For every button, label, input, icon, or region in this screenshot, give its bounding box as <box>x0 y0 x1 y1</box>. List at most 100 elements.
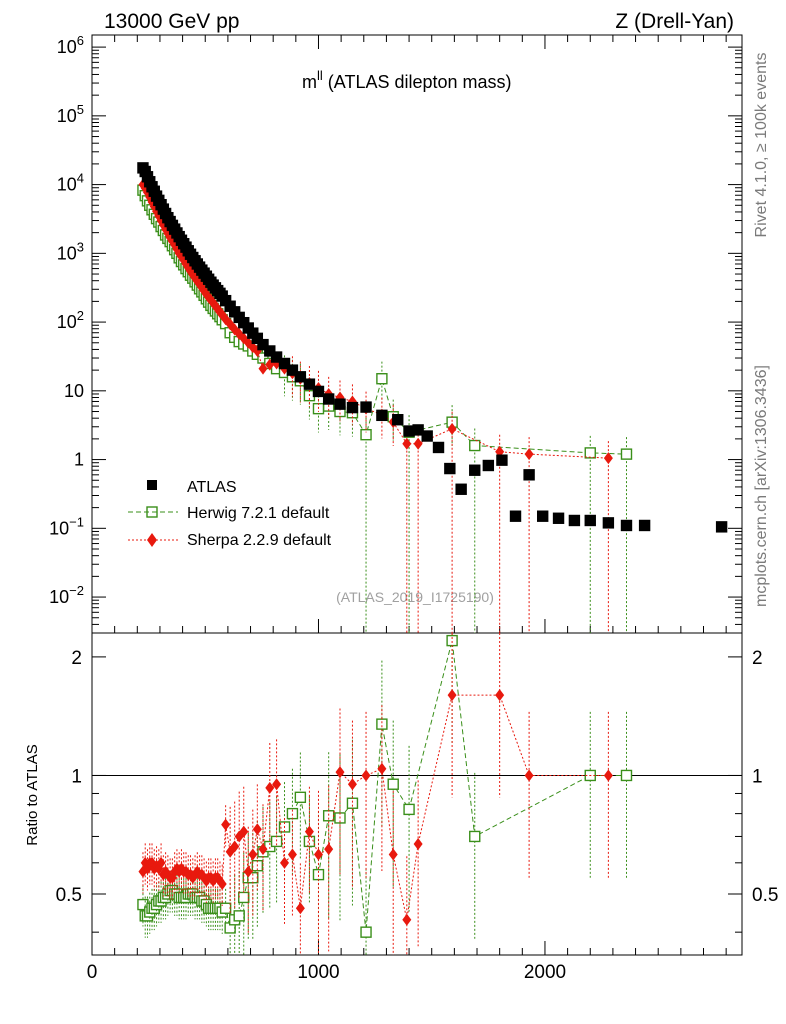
atlas-point <box>257 338 269 351</box>
ratio-tick-label-right: 0.5 <box>752 885 778 906</box>
atlas-point <box>294 371 307 383</box>
sherpa-ratio-point <box>495 689 505 702</box>
sherpa-ratio-point <box>313 848 323 861</box>
herwig-ratio-point <box>376 718 388 730</box>
sherpa-ratio-point <box>447 689 457 702</box>
atlas-point <box>360 401 372 413</box>
rivet-label: Rivet 4.1.0, ≥ 100k events <box>753 53 770 238</box>
ratio-data-layer <box>137 633 633 955</box>
sherpa-ratio-point <box>272 778 282 791</box>
x-tick-label: 1000 <box>297 962 339 983</box>
sherpa-point <box>603 452 613 465</box>
sherpa-ratio-point <box>324 843 334 856</box>
atlas-point <box>432 441 445 454</box>
legend-sherpa-marker <box>147 533 157 547</box>
legend-herwig-marker <box>146 506 158 518</box>
sherpa-ratio-point <box>361 769 371 782</box>
sherpa-ratio-point <box>280 856 290 869</box>
sherpa-ratio-point <box>295 902 305 915</box>
herwig-ratio-point <box>233 910 245 922</box>
main-tick-label: 1 <box>74 450 84 470</box>
herwig-ratio-point <box>346 797 359 809</box>
sherpa-line <box>142 184 609 459</box>
atlas-point <box>444 462 456 475</box>
sherpa-ratio-point <box>258 843 268 856</box>
herwig-ratio-point <box>403 803 415 816</box>
plot-title: mll (ATLAS dilepton mass) <box>302 68 512 92</box>
atlas-point <box>303 378 316 390</box>
atlas-point <box>412 424 424 436</box>
main-tick-label: 10−1 <box>49 514 84 538</box>
sherpa-ratio-point <box>265 781 275 794</box>
sherpa-ratio-point <box>239 825 249 838</box>
herwig-point <box>376 373 388 385</box>
atlas-point <box>602 517 615 529</box>
atlas-point <box>322 393 335 405</box>
ratio-y-label: Ratio to ATLAS <box>24 744 41 845</box>
atlas-point <box>312 385 325 398</box>
sherpa-ratio-point <box>388 848 398 861</box>
sherpa-point <box>413 437 423 450</box>
ratio-tick-label-left: 1 <box>71 766 82 787</box>
herwig-ratio-point <box>294 791 307 804</box>
sherpa-ratio-point <box>335 766 345 779</box>
sherpa-ratio-point <box>413 837 423 850</box>
main-data-layer <box>137 162 728 633</box>
sherpa-point <box>402 437 412 450</box>
sherpa-ratio-point <box>221 818 231 831</box>
legend-atlas-marker <box>147 480 157 490</box>
ratio-tick-label-left: 0.5 <box>56 885 82 906</box>
sherpa-ratio-point <box>243 865 253 878</box>
plot-title-sup: ll <box>317 68 323 83</box>
atlas-point <box>264 345 276 357</box>
legend-atlas-label: ATLAS <box>187 479 237 496</box>
herwig-ratio-point <box>620 769 633 782</box>
atlas-point <box>584 514 596 527</box>
herwig-point <box>620 448 633 460</box>
sherpa-ratio-point <box>287 848 297 861</box>
x-axis-ticks: 0 1000 2000 <box>87 35 727 983</box>
sherpa-ratio-point <box>603 769 613 782</box>
sherpa-ratio-point <box>230 840 240 853</box>
atlas-point <box>334 398 346 410</box>
header-right: Z (Drell-Yan) <box>615 10 734 33</box>
main-tick-label: 104 <box>57 171 84 195</box>
atlas-point <box>568 514 581 527</box>
ratio-tick-label-right: 2 <box>752 648 763 669</box>
main-tick-label: 10−2 <box>49 583 84 607</box>
atlas-point <box>421 430 433 442</box>
atlas-point <box>376 409 388 422</box>
main-tick-label: 102 <box>57 308 84 332</box>
herwig-ratio-point <box>238 891 250 904</box>
ratio-tick-label-left: 2 <box>71 648 82 669</box>
main-tick-label: 105 <box>57 102 84 126</box>
atlas-point <box>509 510 522 522</box>
legend: ATLAS Herwig 7.2.1 default Sherpa 2.2.9 … <box>128 479 332 549</box>
atlas-point <box>496 454 508 466</box>
herwig-ratio-point <box>387 778 399 790</box>
sherpa-ratio-point <box>248 848 258 861</box>
atlas-point <box>286 364 299 376</box>
atlas-point <box>392 414 404 426</box>
ratio-tick-label-right: 1 <box>752 766 763 787</box>
atlas-point <box>715 521 728 533</box>
sherpa-point <box>524 448 534 461</box>
x-tick-label: 0 <box>87 962 98 983</box>
sherpa-ratio-point <box>402 913 412 926</box>
atlas-point <box>270 351 283 363</box>
atlas-point <box>552 512 565 524</box>
herwig-ratio-point <box>360 926 372 938</box>
atlas-point <box>482 459 495 472</box>
sherpa-ratio-point <box>304 825 314 838</box>
plot-title-rest: (ATLAS dilepton mass) <box>323 72 512 92</box>
legend-sherpa-label: Sherpa 2.2.9 default <box>187 532 332 549</box>
ratio-y-ticks: 2 2 1 1 0.5 0.5 <box>56 648 778 933</box>
atlas-point <box>620 519 633 532</box>
herwig-ratio-point <box>469 830 481 843</box>
atlas-point <box>469 464 481 476</box>
plot-title-main: m <box>302 72 317 92</box>
watermark: (ATLAS_2019_I1725190) <box>336 589 494 605</box>
legend-herwig-label: Herwig 7.2.1 default <box>187 505 330 522</box>
